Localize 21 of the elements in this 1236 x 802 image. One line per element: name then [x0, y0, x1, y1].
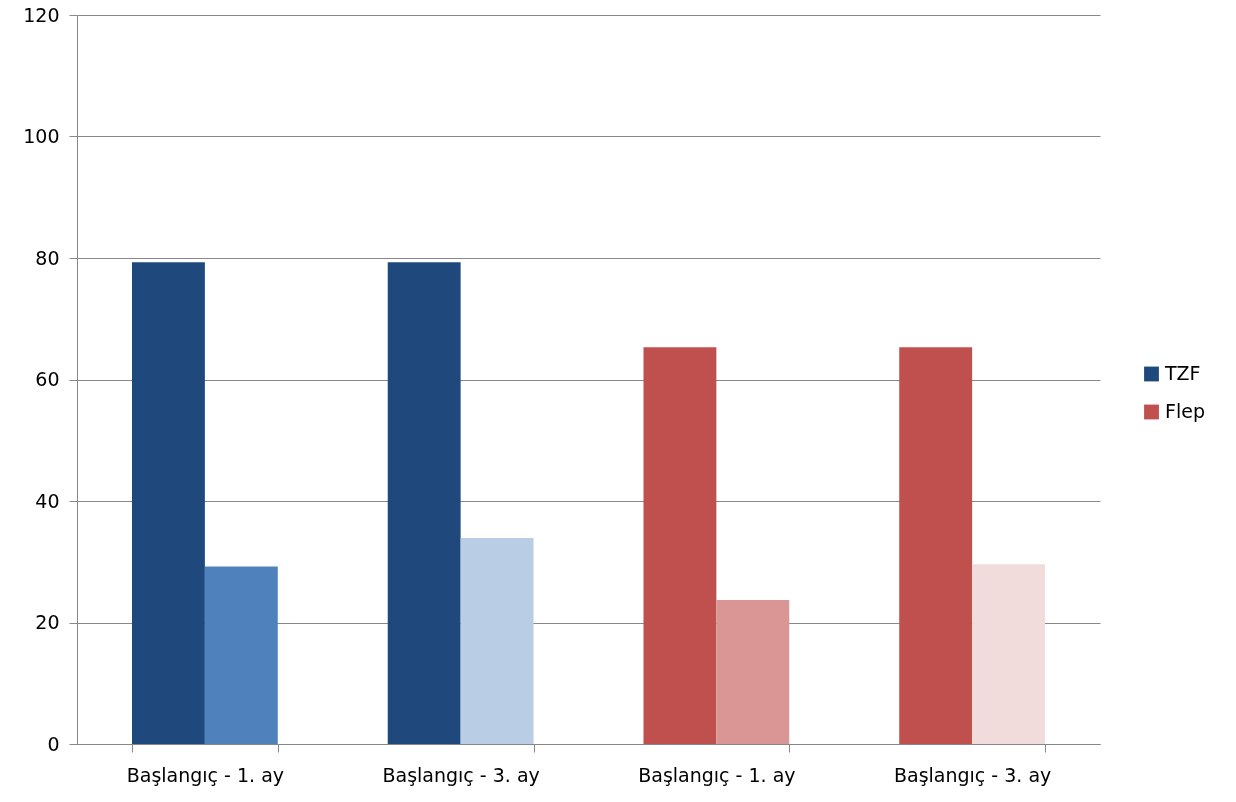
x-tick-label: Başlangıç - 3. ay	[382, 763, 540, 786]
bar	[643, 347, 717, 744]
bar	[387, 262, 461, 744]
y-tick-label: 40	[35, 489, 60, 512]
x-tick-label: Başlangıç - 1. ay	[638, 763, 796, 786]
bar	[204, 566, 278, 744]
y-tick-label: 0	[47, 732, 60, 755]
bar	[899, 347, 973, 744]
bar	[460, 538, 534, 744]
legend-label: TZF	[1164, 362, 1201, 384]
bar	[716, 600, 790, 744]
y-tick-label: 20	[35, 611, 60, 633]
bar	[131, 262, 205, 744]
y-tick-label: 120	[23, 3, 60, 26]
x-tick-label: Başlangıç - 3. ay	[893, 763, 1052, 786]
y-tick-label: 100	[23, 125, 60, 147]
legend-label: Flep	[1165, 400, 1205, 422]
bar	[972, 564, 1046, 744]
y-tick-label: 60	[35, 368, 60, 390]
x-tick-label: Başlangıç - 1. ay	[126, 763, 285, 786]
y-tick-label: 80	[35, 246, 60, 269]
